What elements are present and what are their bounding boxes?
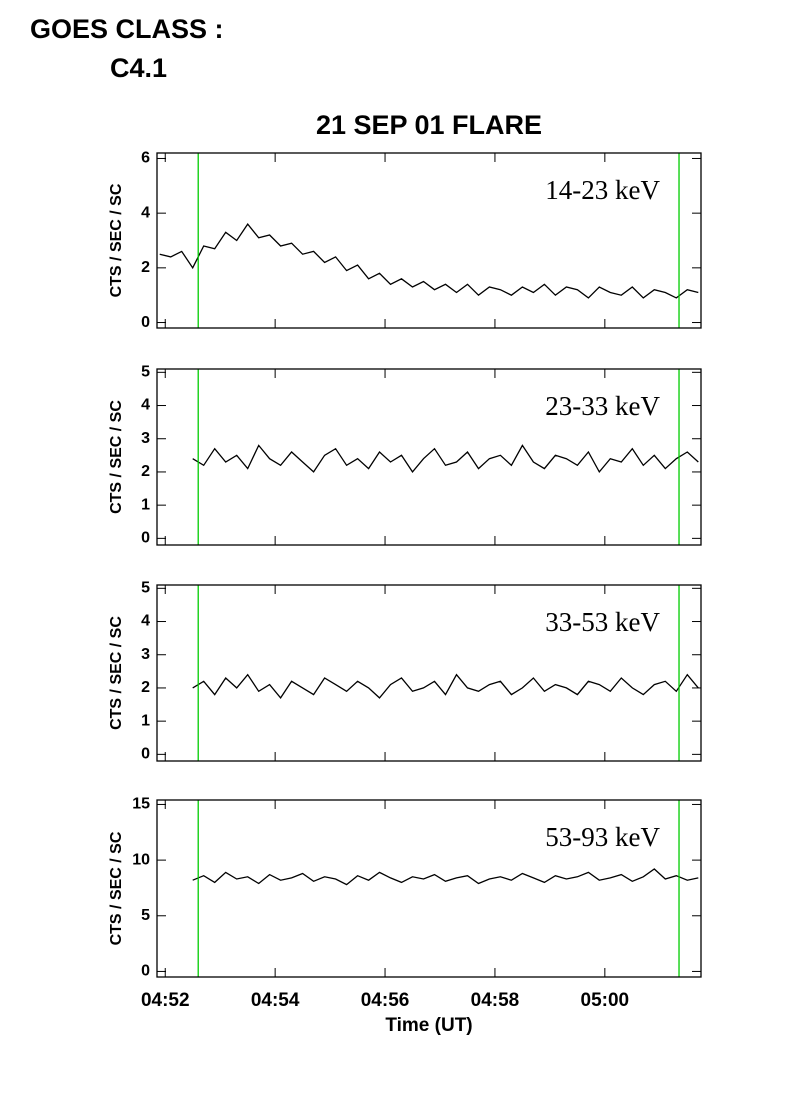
plot-frame <box>156 368 702 546</box>
goes-class: C4.1 <box>110 53 167 83</box>
x-tick-label: 04:54 <box>251 990 300 1011</box>
plot-frame <box>156 799 702 978</box>
y-tick-label: 4 <box>141 613 150 630</box>
annotation: 33-53 keV <box>545 607 660 637</box>
y-tick-label: 0 <box>141 530 150 547</box>
y-tick-label: 4 <box>141 204 150 221</box>
plot-frame <box>156 584 702 762</box>
data-line <box>192 868 699 886</box>
y-tick-label: 5 <box>141 907 150 924</box>
y-axis-label: CTS / SEC / SC <box>108 831 125 945</box>
y-tick-label: 5 <box>141 580 150 597</box>
x-tick-label: 05:00 <box>581 990 630 1011</box>
annotation: 23-33 keV <box>545 391 660 421</box>
x-axis-label: Time (UT) <box>385 1015 472 1036</box>
data-line <box>192 673 699 699</box>
y-tick-label: 6 <box>141 150 150 167</box>
y-tick-label: 2 <box>141 463 150 480</box>
y-tick-label: 5 <box>141 364 150 381</box>
y-tick-label: 0 <box>141 746 150 763</box>
y-tick-label: 2 <box>141 679 150 696</box>
data-line <box>159 223 699 299</box>
y-axis-label: CTS / SEC / SC <box>108 616 125 730</box>
y-axis-label: CTS / SEC / SC <box>108 183 125 297</box>
annotation: 53-93 keV <box>545 822 660 852</box>
y-tick-label: 3 <box>141 430 150 447</box>
y-tick-label: 15 <box>132 796 150 813</box>
goes-label: GOES CLASS : <box>30 14 224 44</box>
plot-frame <box>156 152 702 329</box>
y-tick-label: 0 <box>141 314 150 331</box>
y-tick-label: 1 <box>141 496 150 513</box>
x-tick-label: 04:56 <box>361 990 410 1011</box>
x-tick-label: 04:58 <box>471 990 520 1011</box>
y-tick-label: 10 <box>132 851 150 868</box>
x-tick-label: 04:52 <box>141 990 190 1011</box>
y-tick-label: 2 <box>141 259 150 276</box>
y-tick-label: 4 <box>141 397 150 414</box>
chart-title: 21 SEP 01 FLARE <box>316 110 542 140</box>
y-axis-label: CTS / SEC / SC <box>108 400 125 514</box>
y-tick-label: 3 <box>141 646 150 663</box>
data-line <box>192 444 699 474</box>
annotation: 14-23 keV <box>545 175 660 205</box>
y-tick-label: 0 <box>141 963 150 980</box>
y-tick-label: 1 <box>141 712 150 729</box>
